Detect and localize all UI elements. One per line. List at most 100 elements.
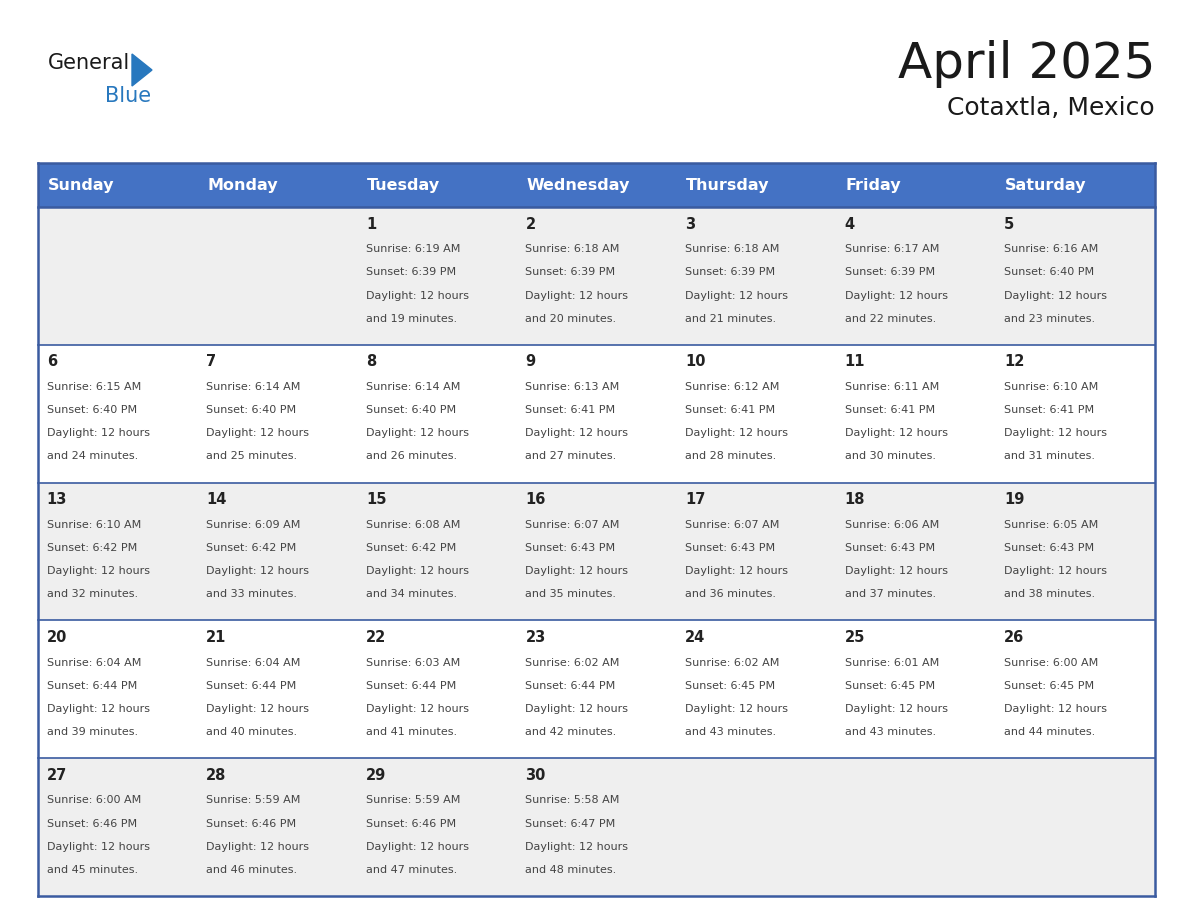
Bar: [197, 758, 358, 896]
Text: Sunset: 6:42 PM: Sunset: 6:42 PM: [46, 543, 137, 553]
Text: Saturday: Saturday: [1005, 177, 1087, 193]
Bar: [197, 345, 358, 483]
Text: Sunrise: 6:06 AM: Sunrise: 6:06 AM: [845, 520, 939, 530]
Text: Sunset: 6:46 PM: Sunset: 6:46 PM: [207, 819, 297, 829]
Text: Sunrise: 6:14 AM: Sunrise: 6:14 AM: [366, 382, 460, 392]
Bar: [38, 207, 197, 345]
Text: Daylight: 12 hours: Daylight: 12 hours: [525, 704, 628, 714]
Text: Sunset: 6:41 PM: Sunset: 6:41 PM: [685, 405, 776, 415]
Bar: [517, 163, 676, 207]
Text: Sunset: 6:39 PM: Sunset: 6:39 PM: [366, 267, 456, 277]
Text: and 48 minutes.: and 48 minutes.: [525, 865, 617, 875]
Text: Tuesday: Tuesday: [367, 177, 440, 193]
Text: 25: 25: [845, 630, 865, 645]
Text: Sunrise: 6:04 AM: Sunrise: 6:04 AM: [46, 657, 141, 667]
Text: and 40 minutes.: and 40 minutes.: [207, 727, 297, 737]
Bar: [836, 345, 996, 483]
Bar: [996, 345, 1155, 483]
Text: and 35 minutes.: and 35 minutes.: [525, 589, 617, 599]
Bar: [38, 758, 197, 896]
Text: 20: 20: [46, 630, 68, 645]
Bar: [676, 207, 836, 345]
Text: Daylight: 12 hours: Daylight: 12 hours: [525, 290, 628, 300]
Text: Sunset: 6:40 PM: Sunset: 6:40 PM: [366, 405, 456, 415]
Text: Sunrise: 6:10 AM: Sunrise: 6:10 AM: [1004, 382, 1099, 392]
Text: Sunset: 6:40 PM: Sunset: 6:40 PM: [207, 405, 297, 415]
Polygon shape: [132, 54, 152, 86]
Bar: [836, 758, 996, 896]
Bar: [996, 483, 1155, 621]
Text: 30: 30: [525, 767, 545, 783]
Text: Sunset: 6:45 PM: Sunset: 6:45 PM: [685, 681, 776, 690]
Text: Daylight: 12 hours: Daylight: 12 hours: [46, 842, 150, 852]
Text: 6: 6: [46, 354, 57, 369]
Text: Sunrise: 6:08 AM: Sunrise: 6:08 AM: [366, 520, 460, 530]
Text: Sunrise: 6:07 AM: Sunrise: 6:07 AM: [525, 520, 620, 530]
Text: Daylight: 12 hours: Daylight: 12 hours: [845, 290, 948, 300]
Text: Daylight: 12 hours: Daylight: 12 hours: [685, 704, 788, 714]
Text: 4: 4: [845, 217, 854, 231]
Text: Sunrise: 6:17 AM: Sunrise: 6:17 AM: [845, 244, 939, 254]
Bar: [38, 345, 197, 483]
Bar: [358, 758, 517, 896]
Text: Sunset: 6:43 PM: Sunset: 6:43 PM: [525, 543, 615, 553]
Text: Daylight: 12 hours: Daylight: 12 hours: [525, 429, 628, 438]
Text: and 45 minutes.: and 45 minutes.: [46, 865, 138, 875]
Bar: [197, 483, 358, 621]
Text: and 44 minutes.: and 44 minutes.: [1004, 727, 1095, 737]
Text: and 22 minutes.: and 22 minutes.: [845, 314, 936, 324]
Text: Thursday: Thursday: [685, 177, 770, 193]
Text: Sunset: 6:43 PM: Sunset: 6:43 PM: [1004, 543, 1094, 553]
Bar: [517, 207, 676, 345]
Bar: [996, 207, 1155, 345]
Text: Cotaxtla, Mexico: Cotaxtla, Mexico: [947, 96, 1155, 120]
Text: 28: 28: [207, 767, 227, 783]
Text: General: General: [48, 53, 131, 73]
Text: Sunset: 6:40 PM: Sunset: 6:40 PM: [46, 405, 137, 415]
Text: Sunset: 6:44 PM: Sunset: 6:44 PM: [525, 681, 615, 690]
Text: Monday: Monday: [207, 177, 278, 193]
Bar: [676, 621, 836, 758]
Text: April 2025: April 2025: [897, 40, 1155, 88]
Text: Sunday: Sunday: [48, 177, 114, 193]
Text: and 30 minutes.: and 30 minutes.: [845, 452, 936, 462]
Text: Daylight: 12 hours: Daylight: 12 hours: [207, 842, 309, 852]
Text: Sunset: 6:46 PM: Sunset: 6:46 PM: [46, 819, 137, 829]
Text: Daylight: 12 hours: Daylight: 12 hours: [366, 290, 469, 300]
Text: Sunrise: 6:12 AM: Sunrise: 6:12 AM: [685, 382, 779, 392]
Text: and 33 minutes.: and 33 minutes.: [207, 589, 297, 599]
Text: Daylight: 12 hours: Daylight: 12 hours: [207, 566, 309, 577]
Text: Sunset: 6:44 PM: Sunset: 6:44 PM: [366, 681, 456, 690]
Text: and 46 minutes.: and 46 minutes.: [207, 865, 297, 875]
Bar: [676, 483, 836, 621]
Text: Sunrise: 6:18 AM: Sunrise: 6:18 AM: [685, 244, 779, 254]
Text: Sunrise: 6:19 AM: Sunrise: 6:19 AM: [366, 244, 460, 254]
Text: Daylight: 12 hours: Daylight: 12 hours: [685, 290, 788, 300]
Bar: [38, 621, 197, 758]
Text: Sunset: 6:43 PM: Sunset: 6:43 PM: [845, 543, 935, 553]
Bar: [996, 621, 1155, 758]
Text: Daylight: 12 hours: Daylight: 12 hours: [845, 429, 948, 438]
Text: Sunset: 6:39 PM: Sunset: 6:39 PM: [845, 267, 935, 277]
Text: 19: 19: [1004, 492, 1024, 508]
Text: Blue: Blue: [105, 86, 151, 106]
Text: and 42 minutes.: and 42 minutes.: [525, 727, 617, 737]
Bar: [676, 163, 836, 207]
Text: and 23 minutes.: and 23 minutes.: [1004, 314, 1095, 324]
Text: Sunset: 6:42 PM: Sunset: 6:42 PM: [366, 543, 456, 553]
Text: and 34 minutes.: and 34 minutes.: [366, 589, 457, 599]
Text: Sunrise: 6:10 AM: Sunrise: 6:10 AM: [46, 520, 141, 530]
Text: Sunset: 6:45 PM: Sunset: 6:45 PM: [845, 681, 935, 690]
Text: 11: 11: [845, 354, 865, 369]
Text: 22: 22: [366, 630, 386, 645]
Text: Sunrise: 6:09 AM: Sunrise: 6:09 AM: [207, 520, 301, 530]
Bar: [676, 345, 836, 483]
Text: Daylight: 12 hours: Daylight: 12 hours: [525, 842, 628, 852]
Text: and 38 minutes.: and 38 minutes.: [1004, 589, 1095, 599]
Text: Sunrise: 5:58 AM: Sunrise: 5:58 AM: [525, 795, 620, 805]
Text: 15: 15: [366, 492, 386, 508]
Text: and 47 minutes.: and 47 minutes.: [366, 865, 457, 875]
Text: Sunrise: 5:59 AM: Sunrise: 5:59 AM: [207, 795, 301, 805]
Text: Sunrise: 6:15 AM: Sunrise: 6:15 AM: [46, 382, 141, 392]
Text: 10: 10: [685, 354, 706, 369]
